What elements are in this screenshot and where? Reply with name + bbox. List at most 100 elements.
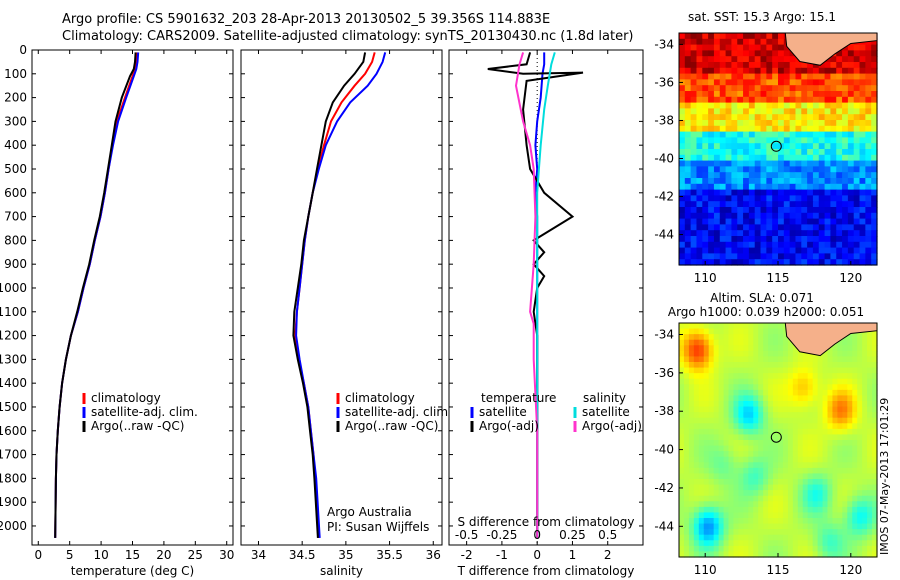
sst-map-cell	[783, 96, 791, 104]
sst-map-cell	[842, 91, 849, 98]
sla-map-cell	[733, 378, 739, 385]
sla-map-cell	[688, 490, 695, 497]
sla-map-cell	[807, 490, 814, 497]
sst-map-cell	[853, 183, 861, 191]
sst-map-cell	[847, 79, 855, 86]
sla-map-cell	[807, 362, 814, 369]
sla-map-cell	[862, 339, 868, 346]
sla-map-cell	[812, 440, 819, 447]
sst-map-cell	[708, 125, 715, 133]
sla-map-cell	[743, 384, 749, 391]
sst-map-cell	[842, 183, 849, 191]
sst-map-cell	[679, 143, 686, 150]
sst-map-cell	[684, 62, 692, 69]
sst-map-cell	[842, 125, 849, 133]
sst-map-cell	[713, 73, 721, 80]
sla-map-cell	[713, 339, 720, 346]
y-tick-label: 2000	[0, 519, 27, 533]
sla-map-cell	[683, 356, 690, 363]
sst-map-cell	[766, 166, 773, 173]
sst-map-cell	[842, 62, 849, 69]
sla-map-cell	[807, 417, 814, 424]
sst-map-cell	[719, 125, 727, 133]
sla-map-cell	[743, 467, 749, 475]
sla-map-cell	[862, 479, 868, 486]
sst-map-cell	[865, 166, 872, 173]
sla-map-cell	[698, 540, 705, 547]
sla-map-cell	[718, 328, 725, 335]
y-tick-label: 600	[4, 186, 27, 200]
sla-map-cell	[683, 423, 690, 430]
sla-map-cell	[743, 501, 749, 508]
sla-map-cell	[867, 401, 873, 408]
sla-map-cell	[713, 473, 720, 480]
sla-map-cell	[713, 350, 720, 358]
sla-map-cell	[827, 540, 834, 547]
sla-map-cell	[842, 384, 848, 391]
sla-map-cell	[802, 417, 809, 424]
sla-map-cell	[778, 523, 784, 530]
sst-map-cell	[702, 149, 709, 156]
sla-map-cell	[683, 367, 690, 374]
sst-map-cell	[690, 160, 698, 167]
sla-map-cell	[718, 462, 725, 469]
sla-map-cell	[817, 540, 824, 547]
sla-map-cell	[748, 534, 754, 541]
sst-map-cell	[760, 230, 767, 237]
sst-map-cell	[696, 247, 703, 254]
sst-map-cell	[847, 160, 855, 167]
sst-map-cell	[690, 44, 698, 51]
sla-map-cell	[852, 406, 858, 413]
sla-map-cell	[832, 529, 838, 536]
sla-map-cell	[827, 356, 834, 363]
sst-map-cell	[778, 62, 785, 69]
sst-map-cell	[836, 79, 843, 86]
sst-map-cell	[859, 44, 866, 51]
sla-map-cell	[862, 350, 868, 358]
sst-map-cell	[702, 137, 709, 144]
sst-map-cell	[783, 85, 791, 92]
sla-map-cell	[703, 523, 710, 530]
sst-map-cell	[783, 91, 791, 98]
sla-map-cell	[837, 373, 843, 380]
sla-map-cell	[817, 440, 824, 447]
difference-s-tick-label: -0.5	[455, 528, 478, 542]
sst-map-cell	[789, 85, 797, 92]
sst-map-cell	[836, 178, 843, 185]
sla-map-cell	[753, 540, 759, 547]
sla-map-cell	[837, 467, 843, 475]
sst-map-cell	[772, 189, 779, 196]
sla-map-cell	[867, 367, 873, 374]
sla-map-cell	[733, 534, 739, 541]
sla-map-cell	[703, 495, 710, 502]
sla-map-cell	[763, 501, 769, 508]
sla-map-cell	[817, 473, 824, 480]
sla-map-cell	[862, 356, 868, 363]
sla-map-cell	[708, 362, 715, 369]
sst-map-cell	[783, 253, 791, 260]
sst-map-cell	[679, 120, 686, 127]
sst-map-cell	[871, 114, 878, 121]
sla-map-cell	[797, 501, 804, 508]
sla-map-y-tick-label: -38	[654, 404, 674, 418]
sla-map-cell	[852, 339, 858, 346]
sla-map-cell	[792, 495, 799, 502]
sla-map-cell	[832, 484, 838, 491]
sst-map-cell	[702, 131, 709, 138]
sst-map-cell	[737, 131, 744, 138]
sla-map-cell	[698, 384, 705, 391]
sla-map-cell	[733, 356, 739, 363]
sst-map-cell	[760, 85, 767, 92]
sst-map-cell	[690, 114, 698, 121]
sst-map-cell	[708, 79, 715, 86]
sla-map-cell	[847, 423, 853, 430]
sst-map-cell	[865, 120, 872, 127]
sst-map-cell	[789, 143, 797, 150]
sla-map-cell	[817, 490, 824, 497]
sst-map-cell	[772, 212, 779, 220]
sla-map-cell	[867, 389, 873, 397]
sla-map-cell	[688, 545, 695, 553]
sst-map-cell	[795, 241, 802, 249]
sla-map-cell	[832, 473, 838, 480]
sst-map-cell	[859, 178, 866, 185]
